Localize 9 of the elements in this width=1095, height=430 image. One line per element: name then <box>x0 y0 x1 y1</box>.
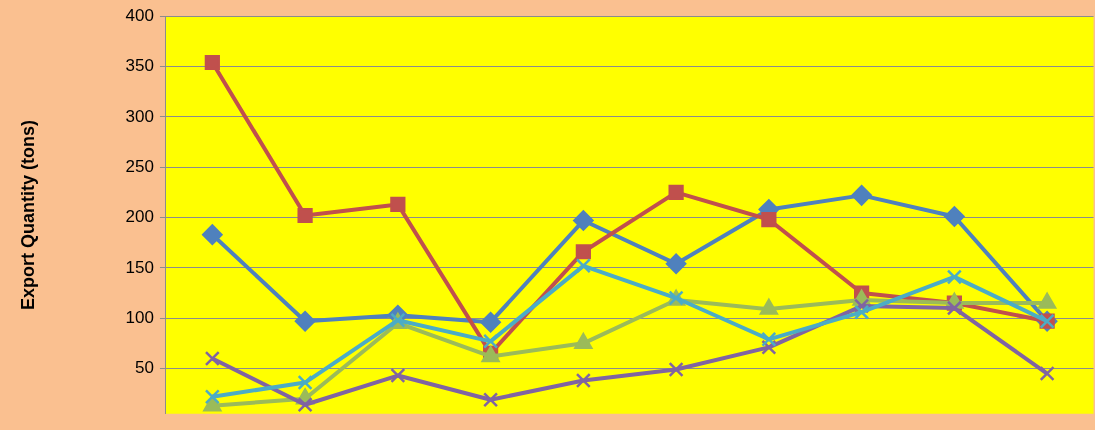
y-tick-label: 200 <box>125 207 154 227</box>
y-tick-label: 300 <box>125 106 154 126</box>
y-tick-label: 150 <box>125 257 154 277</box>
y-axis-title: Export Quantity (tons) <box>17 120 38 310</box>
y-tick-label: 350 <box>125 56 154 76</box>
y-tick-label: 250 <box>125 156 154 176</box>
y-tick-label: 50 <box>135 358 154 378</box>
y-tick-label: 100 <box>125 307 154 327</box>
y-tick-label: 400 <box>125 5 154 25</box>
